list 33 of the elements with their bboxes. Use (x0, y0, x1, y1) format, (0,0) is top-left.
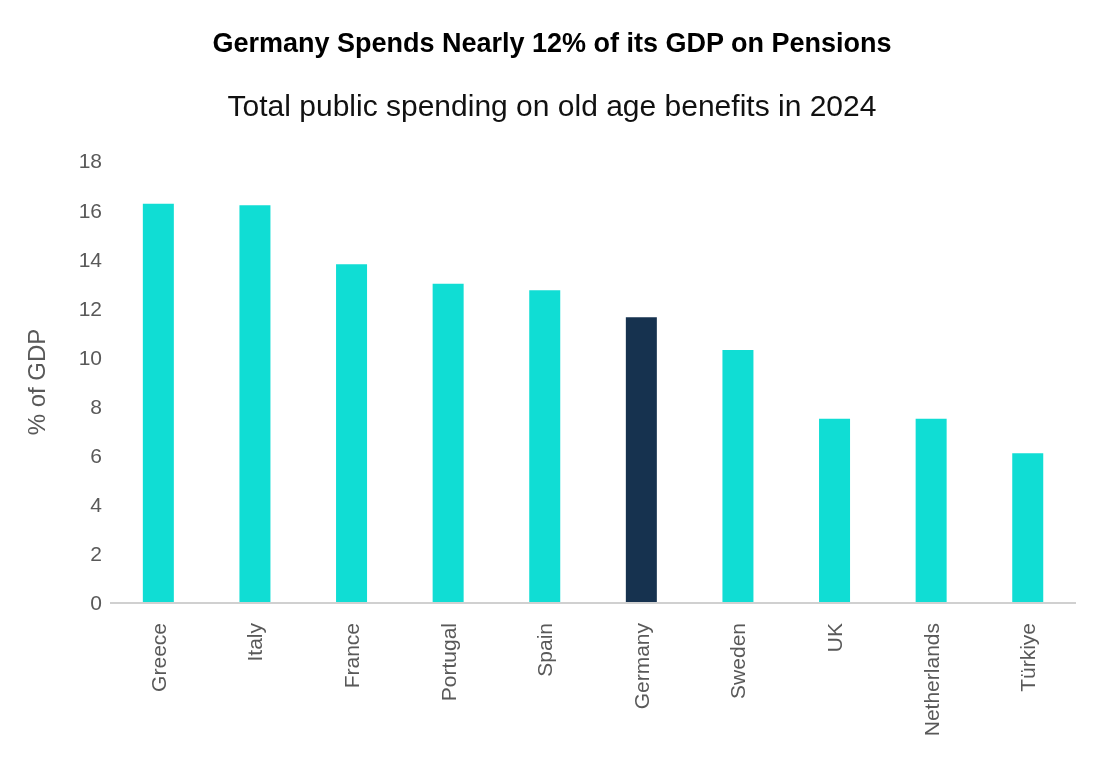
y-tick-label: 16 (78, 198, 102, 222)
y-tick-label: 4 (90, 493, 103, 517)
y-tick-label: 0 (90, 591, 102, 615)
y-tick-label: 12 (78, 296, 102, 320)
y-tick-label: 14 (78, 247, 103, 271)
bar (625, 317, 657, 603)
x-tick-label: France (340, 623, 363, 689)
x-tick-label: UK (823, 623, 846, 653)
y-tick-label: 18 (78, 149, 102, 173)
x-tick-label: Sweden (726, 623, 750, 699)
chart-subtitle: Total public spending on old age benefits in 2024 (226, 89, 878, 123)
x-tick-label: Netherlands (919, 623, 943, 737)
bar (142, 203, 174, 603)
bar (529, 290, 561, 603)
bar (432, 283, 464, 603)
y-axis-title: % of GDP (22, 328, 50, 436)
x-tick-label: Greece (146, 623, 170, 692)
x-tick-label: Türkiye (1016, 623, 1040, 692)
bar (239, 205, 271, 603)
bar (336, 264, 368, 603)
bar (819, 418, 851, 603)
x-tick-label: Germany (629, 622, 653, 710)
bar (1012, 453, 1044, 603)
x-tick-label: Italy (243, 622, 267, 662)
bar (722, 350, 754, 603)
x-tick-label: Portugal (436, 623, 460, 702)
y-tick-label: 2 (90, 542, 102, 566)
x-tick-label: Spain (533, 623, 557, 677)
y-tick-label: 8 (90, 395, 102, 419)
y-tick-label: 10 (78, 345, 102, 369)
chart-title: Germany Spends Nearly 12% of its GDP on Pensions (211, 27, 893, 59)
bar (915, 418, 947, 603)
y-tick-label: 6 (90, 444, 102, 468)
